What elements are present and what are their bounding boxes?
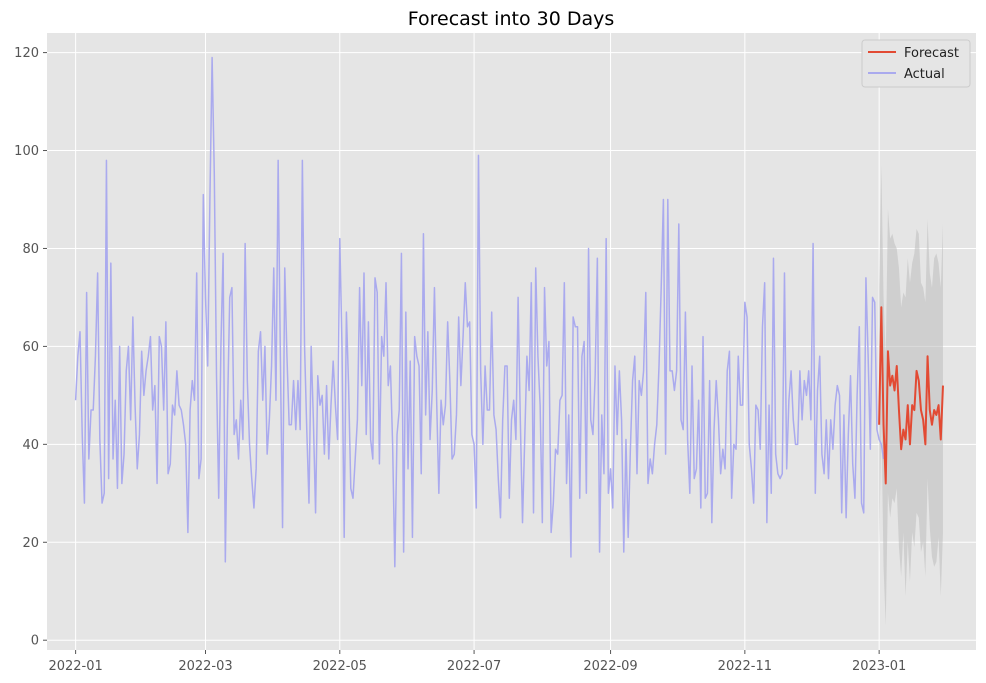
x-tick-label: 2022-11 [718, 659, 772, 674]
y-tick-label: 0 [31, 634, 39, 649]
y-tick-label: 80 [22, 242, 39, 257]
series [74, 56, 944, 568]
y-tick-label: 40 [22, 438, 39, 453]
actual-series-line [74, 56, 885, 568]
legend: Forecast Actual [861, 39, 971, 88]
x-tick-label: 2022-05 [313, 659, 367, 674]
axis-ticks: 0 20 40 60 80 100 120 2022-01 2022-03 2022-05 2022… [14, 46, 906, 674]
y-tick-label: 60 [22, 340, 39, 355]
confidence-band [879, 165, 943, 626]
x-tick-label: 2023-01 [852, 659, 906, 674]
forecast-confidence-band [879, 165, 943, 626]
x-tick-label: 2022-09 [583, 659, 637, 674]
x-tick-label: 2022-01 [48, 659, 102, 674]
legend-label-actual: Actual [904, 67, 945, 82]
y-tick-label: 120 [14, 46, 39, 61]
chart-title: Forecast into 30 Days [408, 8, 615, 30]
forecast-series-line [878, 306, 944, 485]
legend-label-forecast: Forecast [904, 46, 959, 61]
x-tick-label: 2022-07 [447, 659, 501, 674]
grid [47, 33, 976, 650]
x-tick-label: 2022-03 [178, 659, 232, 674]
y-tick-label: 100 [14, 144, 39, 159]
y-tick-label: 20 [22, 536, 39, 551]
plot-area [47, 33, 976, 650]
